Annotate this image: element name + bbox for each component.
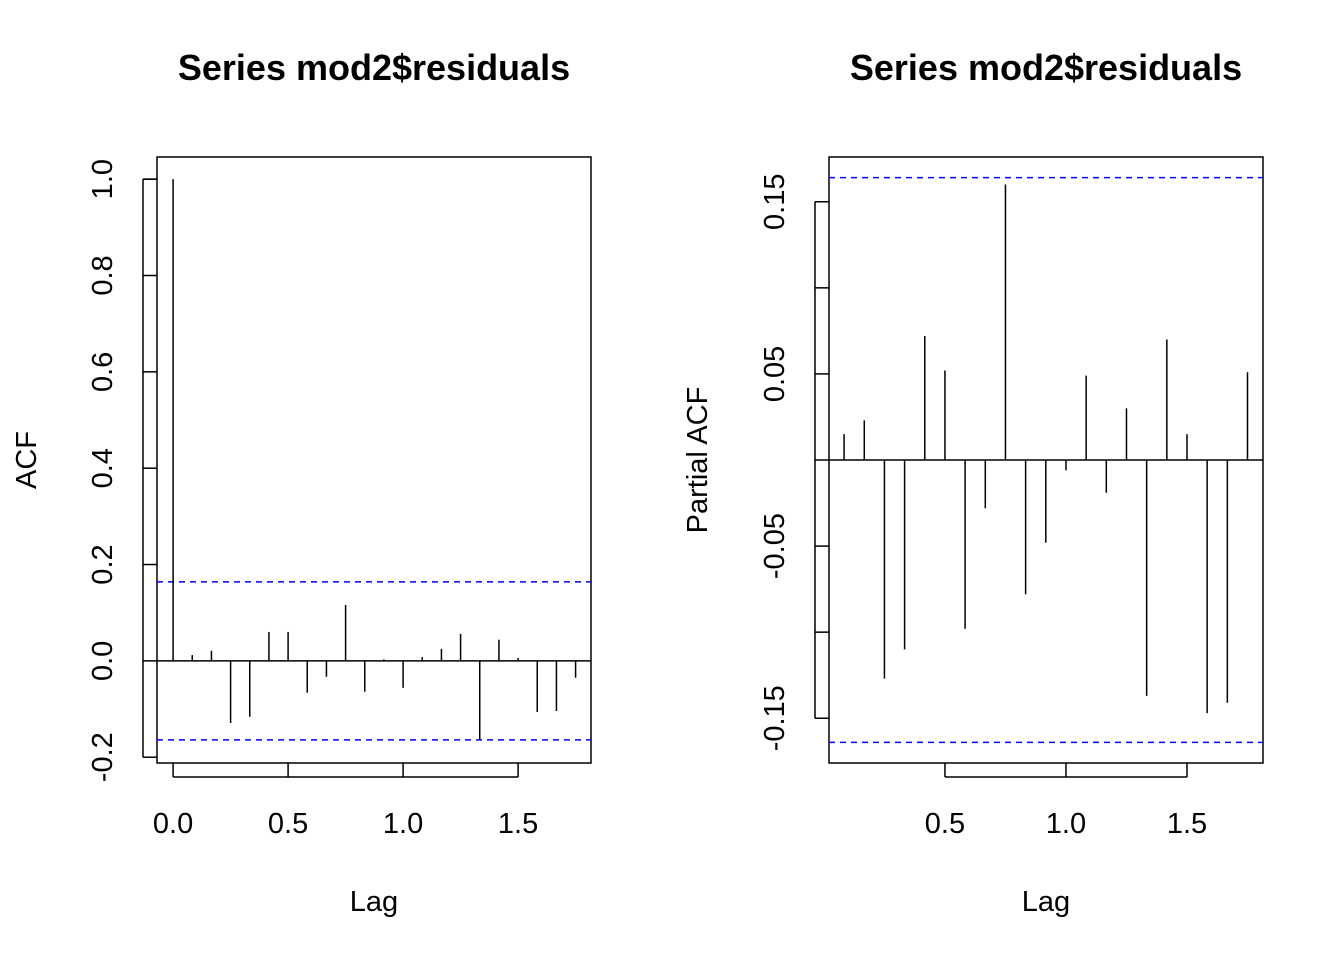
pacf-y-tick-label: -0.15 (759, 685, 791, 751)
acf-x-tick-label: 0.0 (153, 808, 193, 840)
acf-y-tick-label: -0.2 (87, 732, 119, 782)
acf-x-tick-label: 0.5 (268, 808, 308, 840)
acf-y-label: ACF (11, 431, 43, 489)
acf-y-tick-label: 0.4 (87, 448, 119, 488)
pacf-title: Series mod2$residuals (850, 47, 1242, 88)
acf-panel: Series mod2$residuals Lag ACF 0.0 0.5 1.0 1… (11, 47, 592, 918)
pacf-x-label: Lag (1022, 886, 1070, 918)
acf-y-tick-label: 0.6 (87, 352, 119, 392)
acf-x-label: Lag (350, 886, 398, 918)
acf-plot-box (156, 156, 592, 764)
acf-title: Series mod2$residuals (178, 47, 570, 88)
pacf-y-tick-label: 0.05 (759, 346, 791, 402)
pacf-x-tick-label: 1.0 (1046, 808, 1086, 840)
acf-y-tick-label: 0.0 (87, 641, 119, 681)
acf-y-tick-label: 0.8 (87, 255, 119, 295)
pacf-panel: Series mod2$residuals Lag Partial ACF 0.… (682, 47, 1264, 918)
acf-x-tick-label: 1.0 (383, 808, 423, 840)
pacf-y-tick-label: -0.05 (759, 513, 791, 579)
pacf-x-tick-label: 0.5 (925, 808, 965, 840)
acf-y-tick-label: 1.0 (87, 159, 119, 199)
pacf-x-tick-label: 1.5 (1167, 808, 1207, 840)
acf-x-tick-label: 1.5 (498, 808, 538, 840)
acf-y-tick-label: 0.2 (87, 544, 119, 584)
pacf-y-tick-label: 0.15 (759, 174, 791, 230)
pacf-y-label: Partial ACF (682, 387, 714, 534)
